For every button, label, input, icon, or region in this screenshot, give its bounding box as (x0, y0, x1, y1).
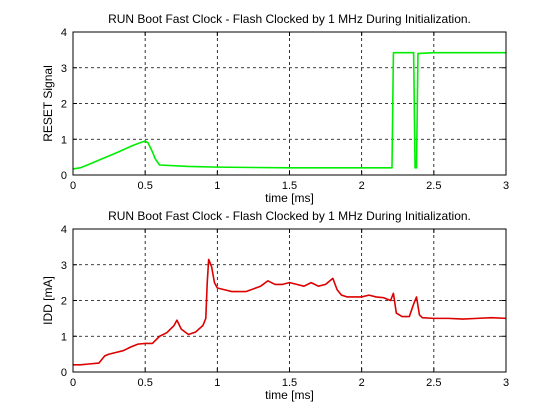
y-axis-label: IDD [mA] (41, 276, 55, 325)
y-tick-label: 2 (61, 99, 67, 111)
x-tick-label: 2 (359, 180, 365, 192)
y-tick-label: 4 (61, 27, 67, 39)
x-tick-label: 0.5 (138, 377, 153, 389)
chart-title: RUN Boot Fast Clock - Flash Clocked by 1… (108, 209, 471, 223)
x-tick-label: 1.5 (282, 377, 297, 389)
x-tick-label: 1 (214, 377, 220, 389)
x-tick-label: 1.5 (282, 180, 297, 192)
x-tick-label: 3 (503, 180, 509, 192)
x-tick-label: 0.5 (138, 180, 153, 192)
reset-signal-chart: 0 0.5 1 1.5 2 2.5 3 0 1 2 3 4 RUN Boot Fast Clock - … (41, 12, 509, 205)
idd-current-chart: 0 0.5 1 1.5 2 2.5 3 0 1 2 3 4 RUN Boot Fast Clock - … (41, 209, 509, 402)
x-tick-label: 3 (503, 377, 509, 389)
x-tick-label: 0 (70, 180, 76, 192)
x-tick-label: 1 (214, 180, 220, 192)
y-tick-label: 3 (61, 63, 67, 75)
y-tick-label: 1 (61, 331, 67, 343)
x-axis-label: time [ms] (265, 388, 314, 402)
y-tick-label: 4 (61, 224, 67, 236)
x-tick-label: 2.5 (426, 180, 441, 192)
x-axis-label: time [ms] (265, 191, 314, 205)
y-tick-label: 0 (61, 170, 67, 182)
y-tick-label: 3 (61, 260, 67, 272)
chart-title: RUN Boot Fast Clock - Flash Clocked by 1… (108, 12, 471, 26)
y-tick-label: 0 (61, 367, 67, 379)
series-line (73, 258, 507, 366)
series-line (72, 51, 506, 170)
x-tick-label: 2 (359, 377, 365, 389)
x-tick-label: 0 (70, 377, 76, 389)
x-tick-label: 2.5 (426, 377, 441, 389)
y-axis-label: RESET Signal (41, 65, 55, 141)
y-tick-label: 2 (61, 296, 67, 308)
y-tick-label: 1 (61, 134, 67, 146)
